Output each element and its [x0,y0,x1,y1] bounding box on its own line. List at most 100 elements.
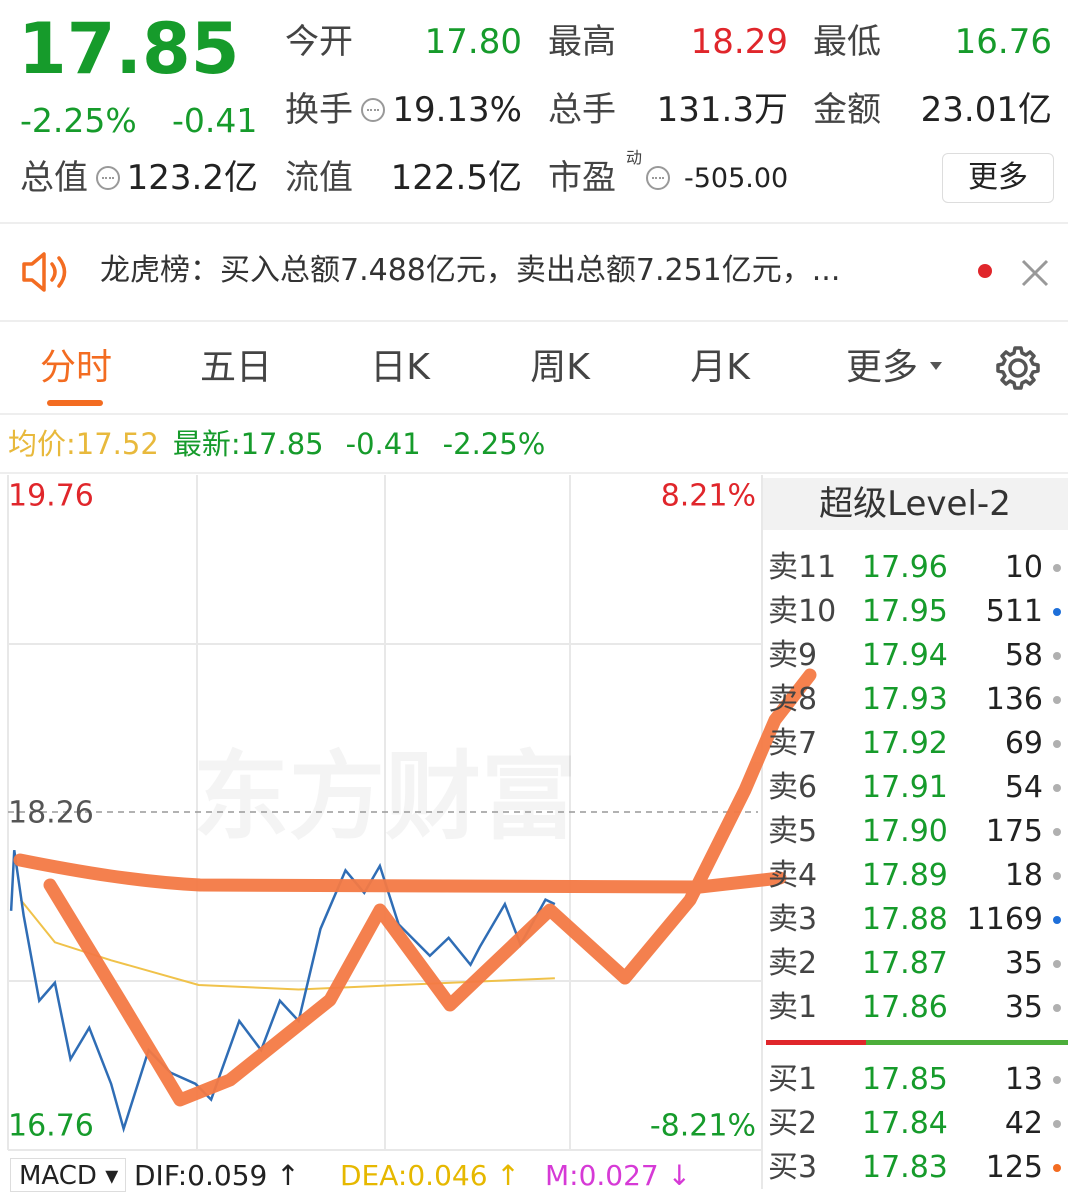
book-volume: 69 [1004,726,1043,761]
book-dot [1053,1120,1061,1128]
tab[interactable]: 分时 [39,347,112,388]
dropdown-arrow [930,362,942,370]
stat-label: 市盈 [548,158,616,198]
y-tick-label: 19.76 [8,479,94,514]
stat-value: -505.00 [684,163,789,194]
stat-value: 18.29 [690,22,788,62]
book-label: 卖3 [768,902,818,937]
book-label: 卖10 [768,594,837,629]
book-volume: 35 [1004,990,1043,1025]
order-book-title[interactable]: 超级Level-2 [762,478,1068,530]
book-volume: 136 [985,682,1043,717]
watermark: 东方财富 [193,741,577,853]
m: M:0.027 ↓ [545,1159,692,1192]
avg-line [19,898,555,991]
close-icon[interactable] [1020,258,1050,288]
info-icon [361,98,385,122]
book-dot [1053,828,1061,836]
book-dot [1053,740,1061,748]
stat-label: 换手 [285,90,353,130]
more-button[interactable]: 更多 [942,153,1054,203]
book-label: 卖2 [768,946,818,981]
y-tick-label: 18.26 [8,796,94,831]
tab[interactable]: 周K [530,347,590,388]
book-label: 卖4 [768,858,818,893]
hand-drawn-annotation [13,668,817,1107]
tab[interactable]: 月K [690,347,750,388]
book-dot [1053,564,1061,572]
book-dot [1053,608,1061,616]
book-volume: 175 [985,814,1043,849]
book-volume: 42 [1004,1106,1043,1141]
avg: 17.52 [75,427,159,461]
ask-bid-bar [866,1040,1068,1045]
book-price: 17.83 [862,1150,948,1185]
book-dot [1053,696,1061,704]
last: 17.85 [240,427,324,461]
book-price: 17.96 [862,550,948,585]
stat-label: 总值 [20,158,88,198]
indicator-name: MACD [19,1161,97,1191]
book-dot [1053,960,1061,968]
book-volume: 1169 [966,902,1043,937]
dea: DEA:0.046 ↑ [340,1159,520,1192]
book-label: 卖1 [768,990,818,1025]
divider [0,222,1068,224]
pct-label: -8.21% [650,1109,756,1144]
tab[interactable]: 更多 [845,347,918,388]
price: 17.85 [18,8,240,90]
book-dot [1053,1164,1061,1172]
summary: 均价: 17.52 最新: 17.85 -0.41 -2.25% [8,430,545,459]
stat-label: 最高 [548,22,616,62]
info-icon [646,166,670,190]
summary-change-pct: -2.25% [442,427,546,461]
book-label: 卖5 [768,814,818,849]
stat-value: 131.3万 [656,90,788,130]
book-label: 买2 [768,1106,818,1141]
book-label: 卖6 [768,770,818,805]
speaker-icon [22,252,67,292]
book-label: 买3 [768,1150,818,1185]
ask-bid-bar [766,1040,866,1045]
book-volume: 511 [985,594,1043,629]
stat-value: 123.2亿 [126,158,258,198]
book-volume: 10 [1004,550,1043,585]
book-price: 17.87 [862,946,948,981]
change: -0.41 [172,101,258,140]
book-dot [1053,872,1061,880]
tab[interactable]: 五日 [199,347,272,388]
y-tick-label: 16.76 [8,1109,94,1144]
book-price: 17.93 [862,682,948,717]
book-label: 卖11 [768,550,837,585]
book-price: 17.90 [862,814,948,849]
info-icon [96,166,120,190]
book-volume: 18 [1004,858,1043,893]
indicator-select[interactable]: MACD ▾ [10,1158,126,1192]
book-dot [1053,1076,1061,1084]
book-price: 17.94 [862,638,948,673]
book-dot [1053,916,1061,924]
stat-label: 今开 [285,22,353,62]
stat-label: 最低 [813,22,881,62]
notice-text[interactable]: 龙虎榜：买入总额7.488亿元，卖出总额7.251亿元，... [100,253,841,288]
book-price: 17.84 [862,1106,948,1141]
pct-label: 8.21% [661,479,756,514]
book-price: 17.85 [862,1062,948,1097]
stat-label: 流值 [285,158,353,198]
book-dot [1053,1004,1061,1012]
summary-change: -0.41 [345,427,421,461]
price-line [9,850,556,1134]
book-volume: 54 [1004,770,1043,805]
book-volume: 58 [1004,638,1043,673]
book-price: 17.92 [862,726,948,761]
book-label: 卖8 [768,682,818,717]
stat-value: 17.80 [424,22,522,62]
settings-icon[interactable] [994,344,1042,392]
stat-value: 16.76 [954,22,1052,62]
stat-value: 19.13% [392,90,522,130]
tab[interactable]: 日K [370,347,430,388]
divider [0,320,1068,322]
book-dot [1053,784,1061,792]
stat-label: 金额 [813,90,881,130]
